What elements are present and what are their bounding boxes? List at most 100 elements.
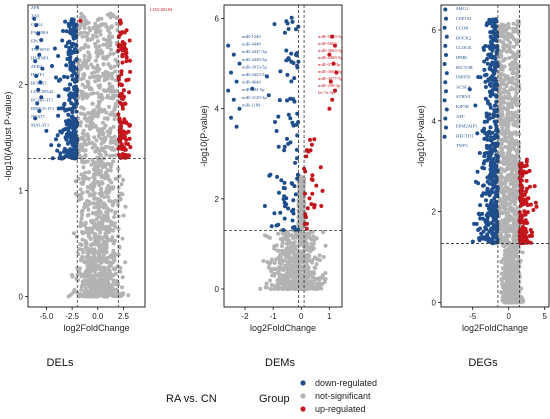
dels-point-down <box>56 113 61 118</box>
dels-labeled-point <box>78 18 83 23</box>
dems-gene-label: miR-3913-5p <box>242 64 267 69</box>
dems-point-ns <box>304 270 309 275</box>
dems-labeled-point <box>231 52 236 57</box>
degs-point-ns <box>514 90 519 95</box>
dems-point-down <box>291 61 296 65</box>
dels-point-ns <box>83 154 88 158</box>
dels-point-ns <box>88 237 93 241</box>
dels-point-up <box>127 38 132 43</box>
dems-point-down <box>290 19 295 24</box>
degs-point-ns <box>510 66 515 71</box>
dels-gene-label: HOXA5 <box>31 81 47 86</box>
dels-point-down <box>70 77 75 82</box>
dels-point-down <box>64 44 69 49</box>
degs-y-axis-title: -log10(P-value) <box>416 105 426 167</box>
dems-labeled-point <box>330 34 335 39</box>
degs-point-ns <box>517 296 522 301</box>
dems-point-ns <box>289 233 294 238</box>
dels-point-down <box>68 22 73 27</box>
degs-point-ns <box>497 151 502 156</box>
dels-point-down <box>56 54 61 58</box>
dems-gene-label: miR-1184 <box>242 102 261 107</box>
dems-point-ns <box>323 277 328 282</box>
dels-point-ns <box>90 145 95 150</box>
dels-point-ns <box>101 294 106 299</box>
dems-gene-label: miR-4644 <box>242 80 261 85</box>
degs-gene-label: RICTOR <box>456 65 474 70</box>
degs-point-ns <box>502 282 507 287</box>
dels-point-up <box>119 128 123 133</box>
degs-point-down <box>493 215 497 219</box>
dels-point-ns <box>112 14 116 19</box>
degs-point-down <box>490 203 495 208</box>
dels-point-ns <box>79 135 84 140</box>
dels-point-ns <box>103 150 108 154</box>
dels-point-up <box>118 18 123 23</box>
dels-point-ns <box>119 182 124 187</box>
dems-point-down <box>295 156 299 161</box>
dels-point-down <box>68 67 73 72</box>
dels-point-ns <box>111 51 116 56</box>
legend: Group down-regulated not-significant up-… <box>259 378 377 414</box>
dels-point-ns <box>86 111 91 116</box>
degs-point-ns <box>510 77 515 82</box>
degs-point-down <box>475 169 480 174</box>
dems-point-up <box>320 188 325 193</box>
dems-point-ns <box>268 260 273 265</box>
dems-point-up <box>308 148 313 153</box>
dels-point-ns <box>105 174 110 179</box>
dels-labeled-point <box>34 74 39 78</box>
dems-point-down <box>272 22 277 27</box>
legend-marker-down <box>300 380 306 386</box>
dels-point-ns <box>92 112 97 117</box>
degs-point-down <box>492 103 497 108</box>
degs-point-up <box>530 233 534 238</box>
dems-labeled-point <box>229 115 233 120</box>
dels-point-ns <box>113 176 118 181</box>
dels-point-down <box>61 155 66 160</box>
dels-point-ns <box>95 78 100 83</box>
dems-point-down <box>285 72 290 77</box>
dems-point-ns <box>289 256 294 261</box>
dems-point-down <box>250 86 255 91</box>
degs-point-up <box>520 224 525 229</box>
dels-point-up <box>118 155 123 160</box>
dels-labeled-point <box>33 116 38 121</box>
degs-point-ns <box>516 141 520 146</box>
degs-plot-frame <box>440 4 550 308</box>
legend-label-down: down-regulated <box>315 378 377 388</box>
degs-point-ns <box>511 225 516 230</box>
panel-dems: miR-1246miR-4448miR-4447-3pmiR-4449-5pmi… <box>199 4 343 369</box>
degs-point-down <box>495 211 500 216</box>
legend-marker-up <box>300 406 306 412</box>
dels-point-down <box>58 77 63 82</box>
degs-point-ns <box>504 116 509 121</box>
degs-point-ns <box>507 201 512 206</box>
dels-point-ns <box>86 207 91 212</box>
dems-gene-label: miR-670-3p <box>318 62 341 67</box>
dems-point-down <box>279 178 284 183</box>
dels-point-ns <box>95 91 100 96</box>
degs-point-ns <box>503 77 508 81</box>
dems-point-down <box>294 147 299 152</box>
dels-point-ns <box>97 277 102 282</box>
dels-point-ns <box>112 147 117 152</box>
dems-point-ns <box>296 252 301 257</box>
dels-point-down <box>74 57 79 61</box>
dels-point-ns <box>82 205 87 210</box>
degs-point-ns <box>506 80 511 85</box>
degs-point-down <box>485 119 489 124</box>
dels-point-down <box>65 40 70 45</box>
dems-point-ns <box>290 268 295 273</box>
dels-point-ns <box>109 135 114 140</box>
degs-point-ns <box>508 262 513 267</box>
dels-point-ns <box>86 55 91 60</box>
dels-point-up <box>124 59 129 64</box>
dels-point-ns <box>99 153 104 158</box>
dels-point-down <box>72 87 77 92</box>
degs-point-ns <box>517 53 521 58</box>
dels-point-ns <box>103 288 108 293</box>
dels-point-ns <box>96 109 101 114</box>
dels-points <box>44 11 133 299</box>
